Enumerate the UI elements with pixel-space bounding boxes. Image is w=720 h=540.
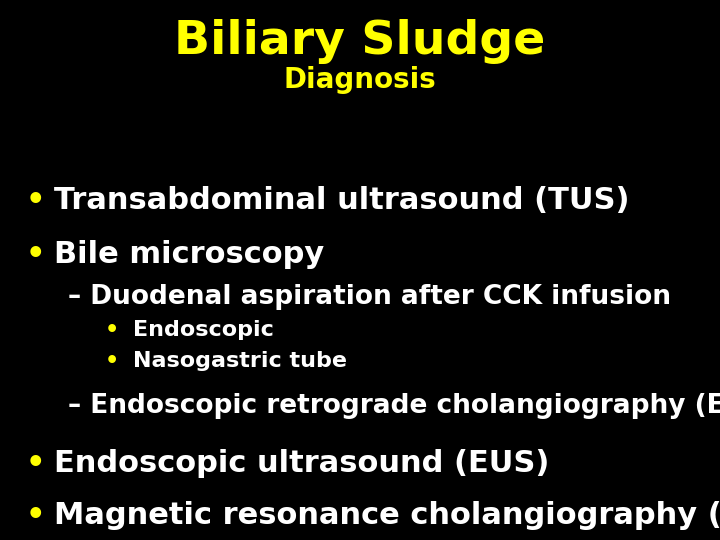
Text: Bile microscopy: Bile microscopy: [54, 240, 324, 269]
Text: Endoscopic: Endoscopic: [133, 320, 274, 340]
Text: Transabdominal ultrasound (TUS): Transabdominal ultrasound (TUS): [54, 186, 629, 215]
Text: •: •: [25, 240, 45, 269]
Text: •: •: [104, 320, 119, 340]
Text: Biliary Sludge: Biliary Sludge: [174, 19, 546, 64]
Text: Nasogastric tube: Nasogastric tube: [133, 351, 347, 371]
Text: Endoscopic ultrasound (EUS): Endoscopic ultrasound (EUS): [54, 449, 549, 478]
Text: •: •: [25, 186, 45, 215]
Text: •: •: [25, 501, 45, 530]
Text: – Duodenal aspiration after CCK infusion: – Duodenal aspiration after CCK infusion: [68, 284, 671, 309]
Text: Magnetic resonance cholangiography (MRCP): Magnetic resonance cholangiography (MRCP…: [54, 501, 720, 530]
Text: •: •: [104, 351, 119, 371]
Text: Diagnosis: Diagnosis: [284, 66, 436, 94]
Text: •: •: [25, 449, 45, 478]
Text: – Endoscopic retrograde cholangiography (ERCP): – Endoscopic retrograde cholangiography …: [68, 393, 720, 419]
